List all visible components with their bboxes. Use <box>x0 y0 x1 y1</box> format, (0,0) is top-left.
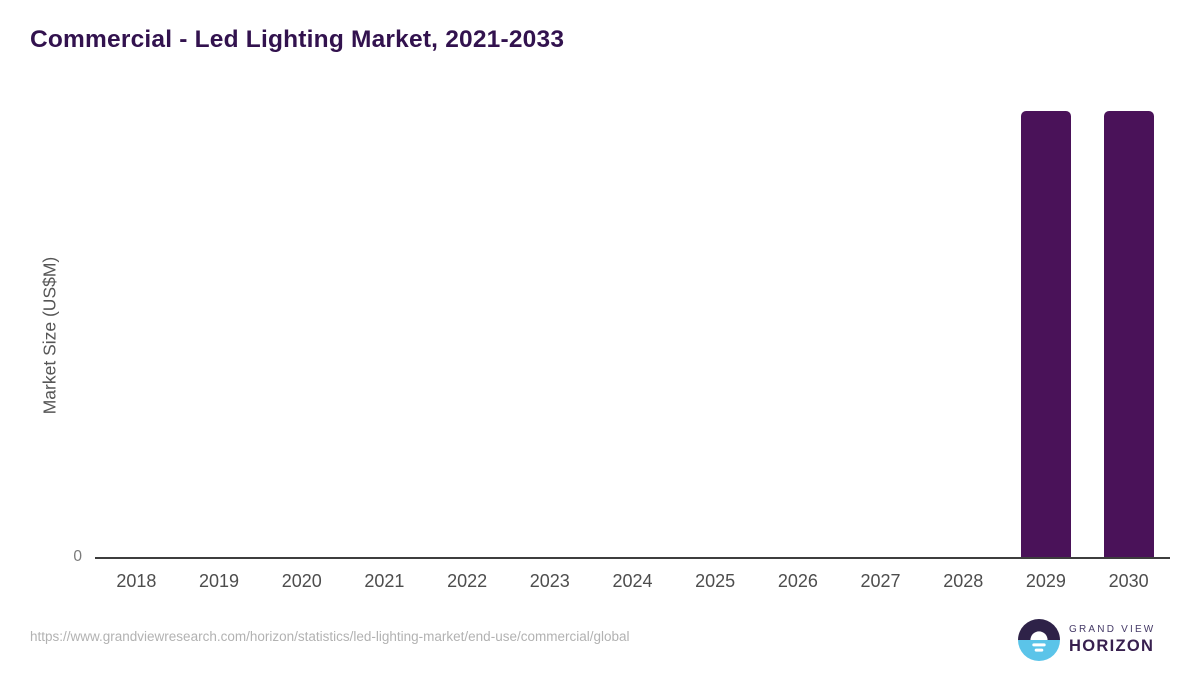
logo-line2: HORIZON <box>1069 637 1155 655</box>
bar-slot-2022 <box>426 111 509 557</box>
bar-slot-2028 <box>922 111 1005 557</box>
x-tick-label-2022: 2022 <box>447 571 488 591</box>
horizon-logo-icon <box>1018 619 1060 661</box>
bar-slot-2027 <box>839 111 922 557</box>
y-axis-label: Market Size (US$M) <box>39 256 60 415</box>
x-tick-label-2020: 2020 <box>281 571 322 591</box>
x-tick-label-2025: 2025 <box>695 571 736 591</box>
source-url: https://www.grandviewresearch.com/horizo… <box>30 629 630 644</box>
bar-slot-2021 <box>343 111 426 557</box>
bar-slot-2020 <box>260 111 343 557</box>
x-tick-label-2019: 2019 <box>199 571 240 591</box>
y-axis-tick-0: 0 <box>73 548 82 565</box>
x-tick-label-2027: 2027 <box>860 571 901 591</box>
bar-2029 <box>1020 111 1071 557</box>
bar-slot-2018 <box>95 111 178 557</box>
logo-wordmark: GRAND VIEW HORIZON <box>1069 624 1155 656</box>
logo-line1: GRAND VIEW <box>1069 624 1156 635</box>
x-tick-label-2030: 2030 <box>1108 571 1149 591</box>
bar-slot-2029 <box>1005 111 1088 557</box>
bar-slot-2030 <box>1087 111 1170 557</box>
bar-2030 <box>1103 111 1154 557</box>
x-tick-label-2028: 2028 <box>943 571 984 591</box>
grand-view-horizon-logo: GRAND VIEW HORIZON <box>1018 619 1155 661</box>
bar-slot-2026 <box>757 111 840 557</box>
plot-area <box>95 111 1170 559</box>
x-tick-label-2018: 2018 <box>116 571 157 591</box>
x-tick-label-2026: 2026 <box>777 571 818 591</box>
x-tick-label-2023: 2023 <box>529 571 570 591</box>
bar-slot-2025 <box>674 111 757 557</box>
x-axis-tick-row: 2018 2019 2020 2021 2022 2023 2024 2025 2026 2027… <box>95 571 1170 592</box>
bar-slot-2024 <box>591 111 674 557</box>
x-tick-label-2029: 2029 <box>1025 571 1066 591</box>
bar-slot-2019 <box>178 111 261 557</box>
bar-slot-2023 <box>508 111 591 557</box>
chart-title: Commercial - Led Lighting Market, 2021-2… <box>30 26 565 53</box>
x-tick-label-2021: 2021 <box>364 571 405 591</box>
x-tick-label-2024: 2024 <box>612 571 653 591</box>
